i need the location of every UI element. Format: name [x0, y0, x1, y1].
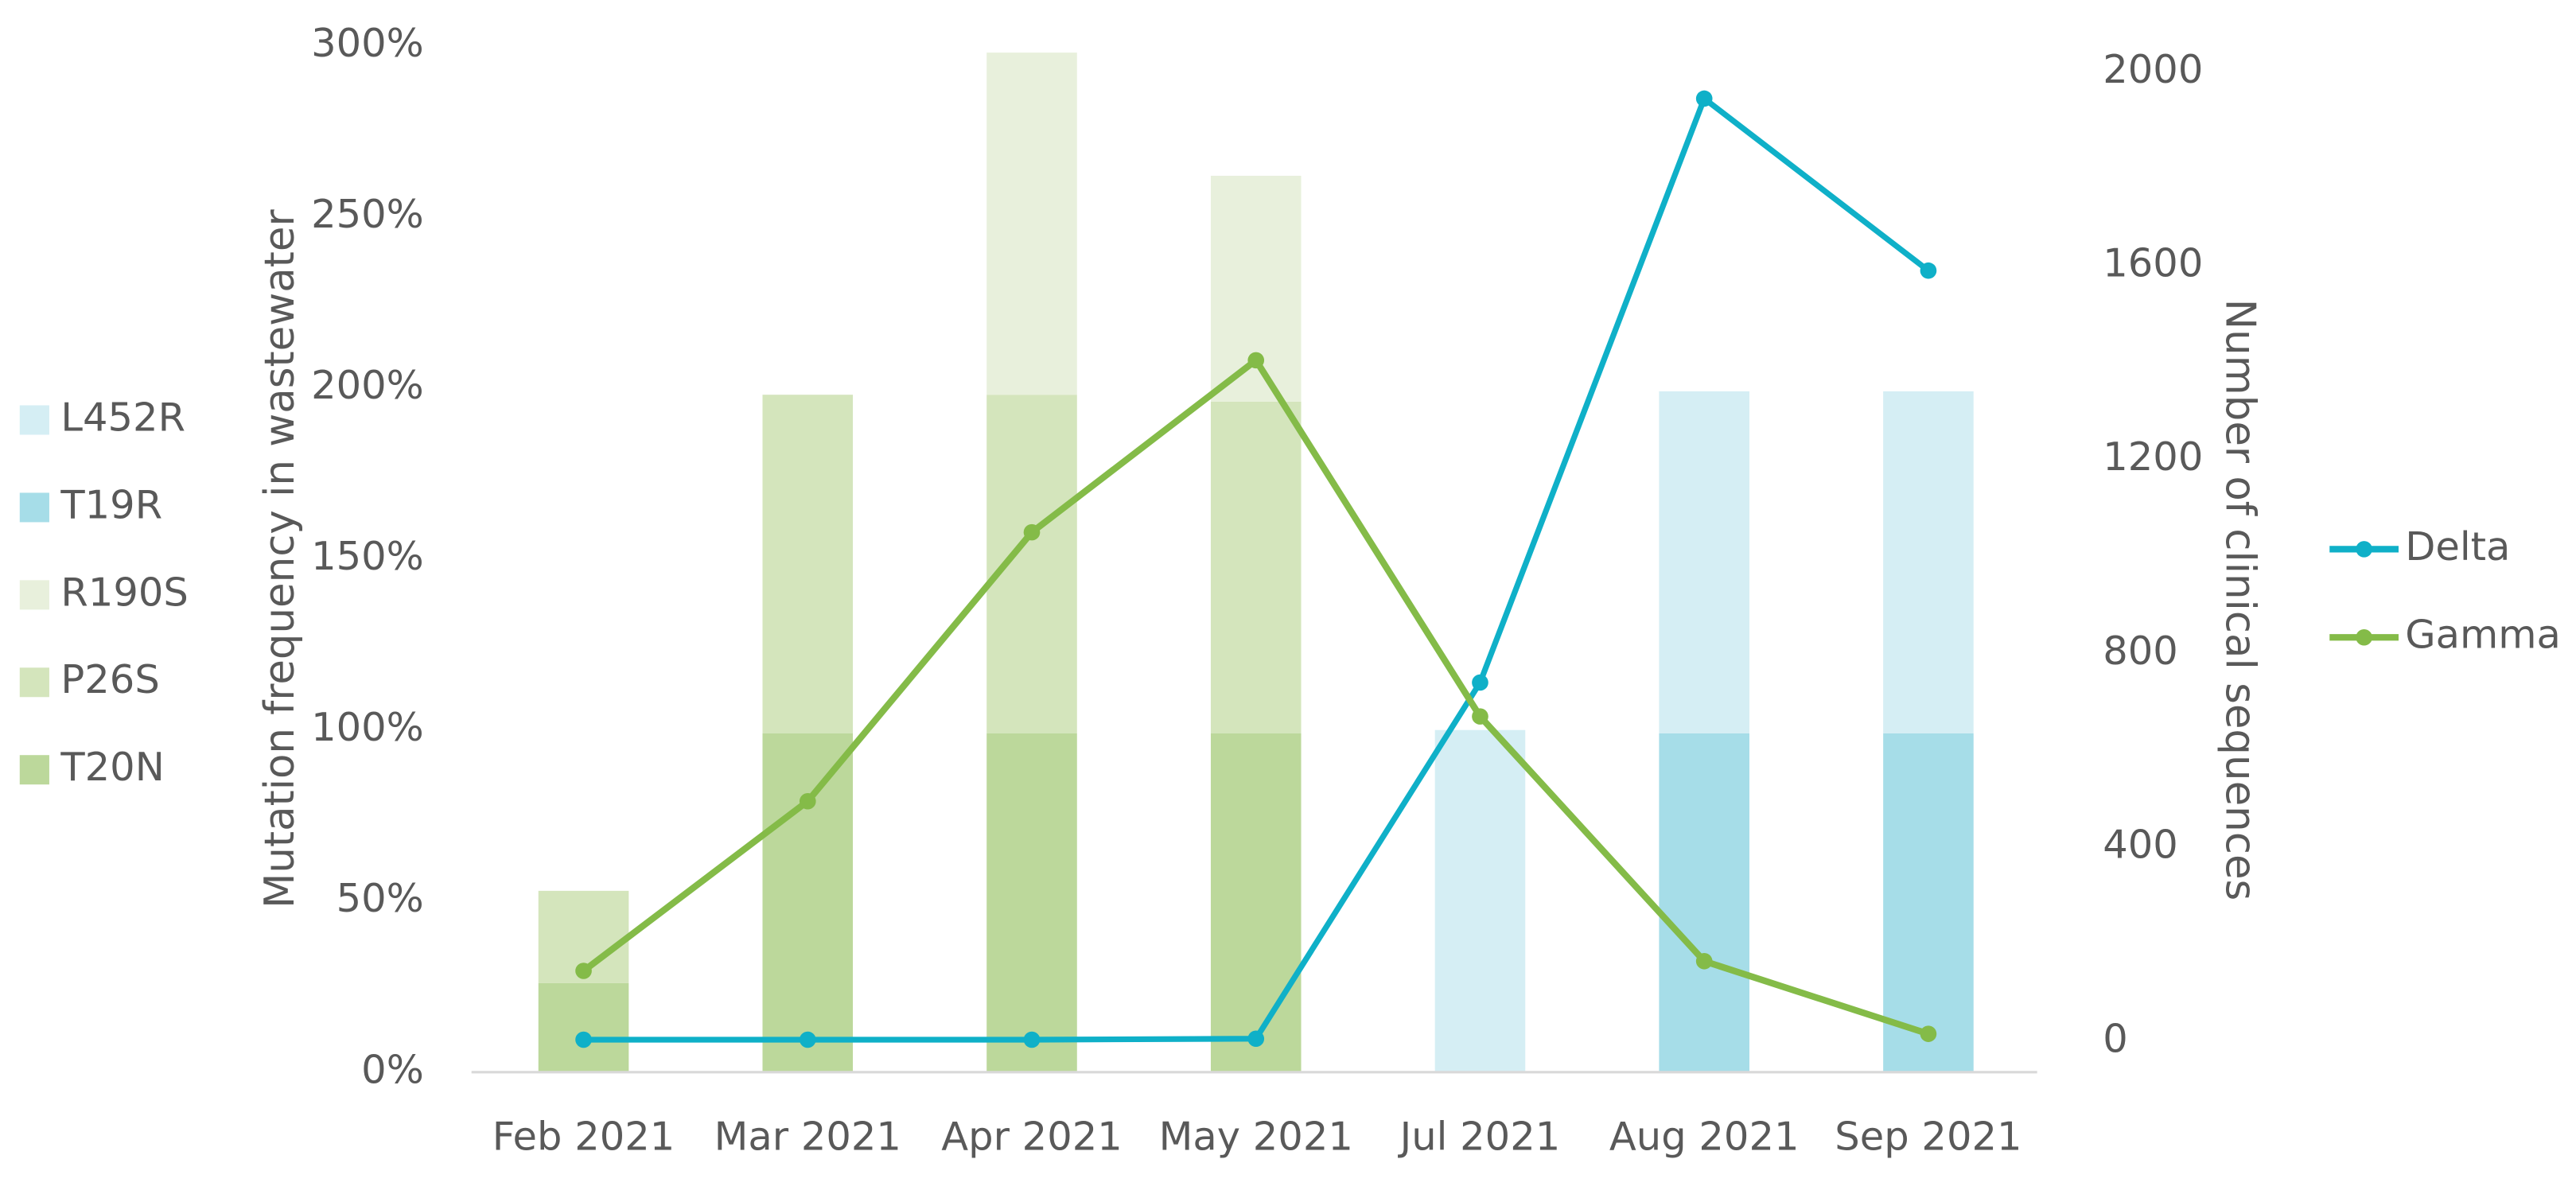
- bar: [1434, 729, 1526, 1072]
- bar: [986, 53, 1077, 395]
- bar: [1659, 733, 1749, 1072]
- legend-swatch: [19, 492, 49, 523]
- bar: [762, 733, 854, 1072]
- point: [575, 1031, 592, 1048]
- legend-marker: [2356, 629, 2372, 646]
- point: [1695, 90, 1713, 107]
- legend-swatch: [19, 667, 49, 698]
- x-tick-label: Aug 2021: [1609, 1114, 1800, 1160]
- point: [1920, 1025, 1937, 1042]
- y2-tick-label: 2000: [2103, 46, 2203, 92]
- legend-label: Gamma: [2405, 612, 2561, 658]
- x-tick-label: Feb 2021: [492, 1114, 675, 1160]
- legend-label: T19R: [60, 482, 162, 528]
- bar: [1883, 391, 1974, 734]
- x-tick-label: May 2021: [1159, 1114, 1353, 1160]
- y-tick-label: 300%: [311, 20, 424, 66]
- y-tick-label: 250%: [311, 191, 424, 237]
- legend-marker: [2356, 541, 2372, 558]
- legend-label: T20N: [60, 744, 164, 790]
- legend-label: P26S: [60, 656, 159, 702]
- point: [799, 792, 816, 810]
- y2-tick-label: 400: [2103, 822, 2178, 868]
- point: [799, 1031, 816, 1048]
- y-tick-label: 50%: [337, 875, 424, 921]
- y-axis-title: Mutation frequency in wastewater: [256, 209, 304, 908]
- y-tick-label: 200%: [311, 362, 424, 408]
- point: [1023, 1031, 1041, 1048]
- point: [1920, 262, 1937, 279]
- x-tick-label: Apr 2021: [941, 1114, 1123, 1160]
- y-tick-label: 0%: [361, 1046, 424, 1092]
- x-tick-label: Mar 2021: [714, 1114, 901, 1160]
- y-tick-label: 150%: [311, 533, 424, 579]
- point: [1247, 1030, 1265, 1048]
- x-tick-label: Sep 2021: [1835, 1114, 2021, 1160]
- legend-label: L452R: [60, 395, 185, 441]
- point: [1247, 352, 1265, 369]
- y2-tick-label: 1200: [2103, 434, 2203, 480]
- bar: [986, 395, 1077, 734]
- legend-swatch: [19, 755, 49, 785]
- y2-tick-label: 0: [2103, 1015, 2128, 1061]
- point: [1023, 523, 1041, 541]
- y2-tick-label: 1600: [2103, 240, 2203, 286]
- point: [575, 963, 592, 979]
- legend-swatch: [19, 580, 49, 610]
- point: [1472, 674, 1488, 691]
- legend-label: R190S: [60, 569, 188, 615]
- y2-tick-label: 800: [2103, 628, 2178, 674]
- legend-label: Delta: [2405, 523, 2510, 570]
- bar: [538, 982, 629, 1072]
- bar: [762, 395, 854, 734]
- y2-axis-title: Number of clinical sequences: [2216, 299, 2264, 901]
- point: [1695, 953, 1713, 970]
- bar: [1210, 401, 1302, 734]
- bar: [1210, 733, 1302, 1072]
- bar: [1883, 733, 1974, 1072]
- x-tick-label: Jul 2021: [1398, 1114, 1561, 1160]
- y-tick-label: 100%: [311, 704, 424, 750]
- point: [1472, 708, 1488, 725]
- bar: [1659, 391, 1749, 734]
- legend-swatch: [19, 405, 49, 435]
- bar: [986, 733, 1077, 1072]
